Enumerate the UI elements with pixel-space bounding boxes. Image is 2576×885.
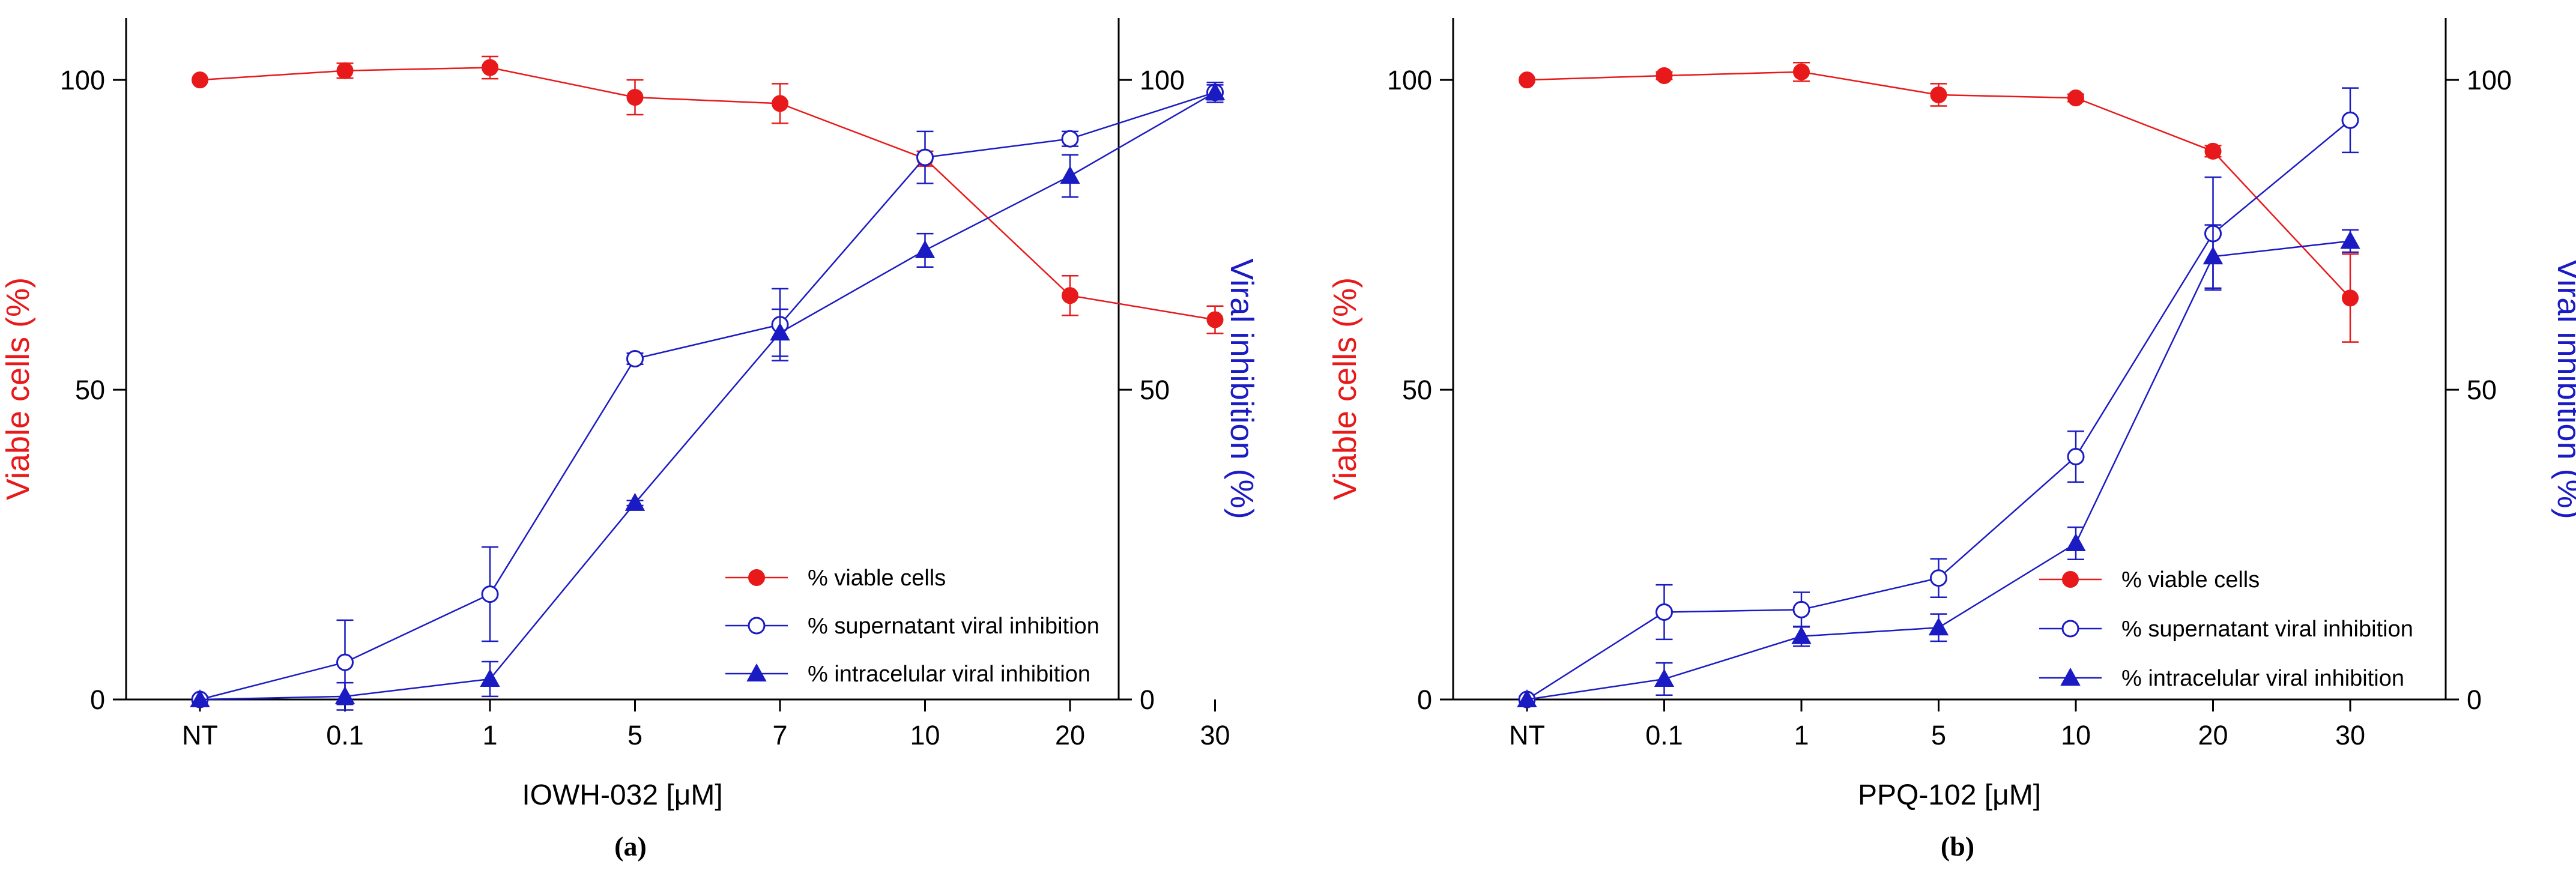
legend-label: % intracelular viral inhibition: [808, 662, 1090, 687]
data-point: [481, 585, 499, 603]
left-y-tick-label: 50: [1402, 375, 1432, 405]
series-2: [190, 82, 1226, 711]
data-point: [2342, 289, 2359, 307]
data-point: [192, 71, 208, 89]
data-point: [1060, 166, 1080, 184]
data-point: [482, 59, 498, 76]
chart-panel-b: 0 0 50 50 100 100 NT 0.1 1 5 10 20 30 PPQ-102 [μM] Via…: [1327, 18, 2576, 862]
x-tick-label: 20: [2198, 720, 2228, 751]
right-y-tick-label: 100: [2467, 65, 2512, 95]
legend-label: % intracelular viral inhibition: [2121, 666, 2404, 691]
right-y-tick-label: 50: [1140, 375, 1170, 405]
data-point: [1061, 130, 1079, 148]
left-y-axis-title: Viable cells (%): [0, 277, 36, 500]
panel-label: (b): [1941, 831, 1974, 862]
x-tick-label: NT: [1509, 720, 1545, 751]
data-point: [1791, 626, 1812, 644]
left-y-tick-label: 0: [90, 684, 105, 715]
x-tick-label: 10: [2061, 720, 2091, 751]
data-point: [2203, 246, 2224, 265]
data-point: [336, 653, 354, 671]
data-point: [626, 89, 644, 106]
right-y-tick-label: 0: [1140, 684, 1155, 715]
data-point: [1205, 82, 1226, 100]
chart-panel-a: 0 0 50 50 100 100 NT 0.1 1 5 7 10 20 30 IOWH-032 [μM] V…: [0, 18, 1260, 862]
x-tick-label: 30: [2335, 720, 2365, 751]
data-point: [1793, 63, 1810, 80]
data-point: [1930, 569, 1947, 587]
data-point: [334, 686, 355, 704]
right-y-tick-label: 100: [1140, 65, 1185, 95]
data-point: [1517, 689, 1537, 707]
x-tick-label: 10: [910, 720, 940, 751]
x-tick-label: 5: [1931, 720, 1946, 751]
series-2: [1517, 224, 2360, 707]
legend-marker: [2061, 620, 2079, 638]
legend-label: % viable cells: [808, 566, 946, 591]
data-point: [2341, 111, 2359, 129]
legend-marker: [748, 569, 765, 586]
panel-label: (a): [614, 831, 647, 862]
data-point: [2067, 448, 2085, 466]
right-y-tick-label: 0: [2467, 684, 2482, 715]
data-point: [2204, 142, 2222, 160]
legend-marker: [748, 617, 766, 635]
legend-label: % supernatant viral inhibition: [808, 614, 1099, 639]
x-tick-label: 1: [1794, 720, 1809, 751]
left-y-tick-label: 50: [75, 375, 105, 405]
series-0: [1519, 62, 2359, 343]
legend-marker: [2060, 667, 2081, 686]
data-point: [2066, 533, 2086, 551]
data-point: [770, 322, 790, 341]
data-point: [190, 689, 210, 707]
left-y-tick-label: 100: [1387, 65, 1432, 95]
legend-label: % viable cells: [2121, 567, 2260, 593]
x-axis-title: IOWH-032 [μM]: [522, 779, 722, 811]
right-y-axis-title: Viral inhibition (%): [2551, 258, 2576, 519]
left-y-axis-title: Viable cells (%): [1327, 277, 1363, 500]
x-tick-label: NT: [182, 720, 218, 751]
data-point: [1928, 617, 1949, 636]
data-point: [915, 240, 936, 258]
data-point: [916, 148, 934, 166]
x-tick-label: 20: [1055, 720, 1085, 751]
legend: % viable cells % supernatant viral inhibi…: [725, 566, 1099, 687]
right-y-axis-title: Viral inhibition (%): [1224, 258, 1260, 519]
data-point: [1792, 600, 1810, 618]
series-line: [199, 91, 1215, 701]
x-tick-label: 5: [627, 720, 642, 751]
series-line: [199, 91, 1216, 701]
x-tick-label: 0.1: [1645, 720, 1683, 751]
x-axis-title: PPQ-102 [μM]: [1858, 779, 2041, 811]
x-tick-label: 7: [772, 720, 787, 751]
data-point: [626, 350, 644, 367]
x-tick-label: 1: [482, 720, 497, 751]
right-y-tick-label: 50: [2467, 375, 2497, 405]
left-y-tick-label: 100: [60, 65, 105, 95]
data-point: [1655, 603, 1673, 621]
legend-marker: [2062, 571, 2079, 588]
data-point: [336, 62, 354, 79]
legend-label: % supernatant viral inhibition: [2121, 617, 2413, 642]
data-point: [1930, 86, 1947, 103]
series-line: [1526, 119, 2351, 701]
data-point: [2067, 89, 2084, 107]
data-point: [1206, 311, 1224, 328]
data-point: [1519, 71, 1535, 89]
data-point: [1654, 668, 1675, 687]
series-line: [199, 67, 1215, 321]
data-point: [772, 95, 788, 112]
left-y-tick-label: 0: [1417, 684, 1432, 715]
data-point: [624, 492, 646, 511]
series-0: [192, 55, 1224, 334]
legend: % viable cells % supernatant viral inhibi…: [2039, 567, 2413, 691]
x-tick-label: 0.1: [326, 720, 364, 751]
data-point: [480, 668, 500, 687]
data-point: [2340, 231, 2360, 249]
x-tick-label: 30: [1200, 720, 1230, 751]
data-point: [1655, 67, 1673, 84]
data-point: [1062, 287, 1078, 304]
legend-marker: [746, 663, 767, 681]
